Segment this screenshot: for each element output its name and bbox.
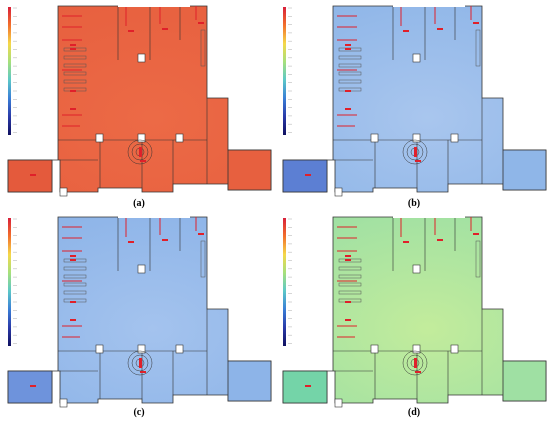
floor-plan-b	[282, 5, 547, 197]
caption-d: (d)	[407, 407, 421, 418]
right-wing	[227, 149, 272, 191]
panel-c: (c)	[0, 211, 275, 422]
floor-plan-a	[7, 5, 272, 197]
right-wing	[502, 149, 547, 191]
color-scale-b	[283, 7, 292, 135]
floor-plan-c	[7, 216, 272, 408]
right-wing	[227, 360, 272, 402]
color-scale-a	[8, 7, 17, 135]
scale-bar	[283, 7, 286, 135]
caption-c: (c)	[133, 407, 145, 418]
color-scale-d	[283, 218, 292, 346]
caption-a: (a)	[133, 198, 145, 209]
scale-bar	[283, 218, 286, 346]
color-scale-c	[8, 218, 17, 346]
scale-bar	[8, 218, 11, 346]
panel-b: (b)	[275, 0, 550, 211]
building-a	[7, 5, 272, 197]
floor-plan-d	[282, 216, 547, 408]
building-d	[282, 216, 547, 408]
panel-d: (d)	[275, 211, 550, 422]
caption-b: (b)	[407, 198, 421, 209]
building-b	[282, 5, 547, 197]
scale-bar	[8, 7, 11, 135]
panel-a: (a)	[0, 0, 275, 211]
right-wing	[502, 360, 547, 402]
building-c	[7, 216, 272, 408]
